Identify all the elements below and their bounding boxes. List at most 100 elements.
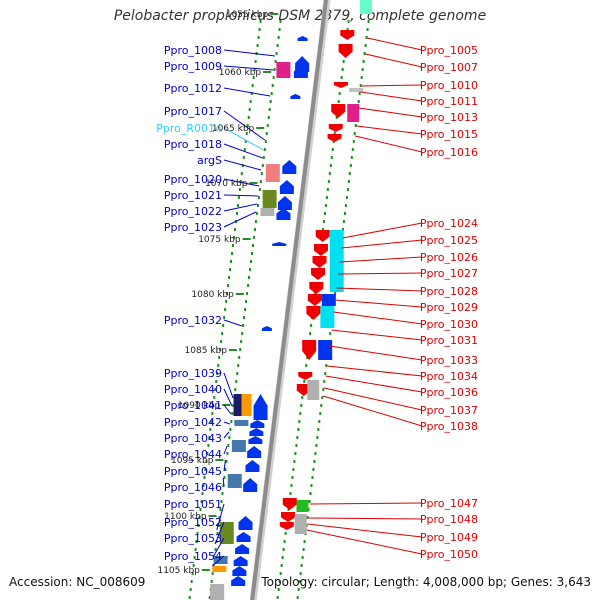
right-gene-label: Ppro_1049 (420, 531, 478, 544)
tick-dot (253, 68, 256, 71)
tick-dot (248, 108, 251, 111)
scale-label: 1060 kbp (219, 68, 262, 78)
tick-dot (237, 364, 240, 367)
label-leader (324, 387, 423, 411)
tick-dot (299, 572, 302, 575)
tick-dot (242, 324, 245, 327)
tick-dot (218, 516, 221, 519)
tick-dot (250, 260, 253, 263)
left-gene-label: Ppro_1045 (164, 465, 222, 478)
tick-dot (262, 156, 265, 159)
tick-dot (318, 420, 321, 423)
forward-gene-arrow (253, 394, 268, 420)
label-leader (216, 503, 225, 531)
right-gene-label: Ppro_1005 (420, 44, 478, 57)
tick-dot (205, 460, 208, 463)
tick-dot (243, 316, 246, 319)
tick-dot (245, 132, 248, 135)
tick-dot (232, 236, 235, 239)
tick-dot (267, 116, 270, 119)
right-gene-label: Ppro_1036 (420, 386, 478, 399)
left-gene-label: Ppro_1020 (164, 173, 222, 186)
feature-box (265, 164, 280, 182)
tick-dot (235, 380, 238, 383)
tick-dot (274, 60, 277, 63)
tick-dot (324, 372, 327, 375)
feature-box (318, 340, 333, 360)
tick-dot (264, 140, 267, 143)
tick-dot (200, 500, 203, 503)
label-leader (223, 127, 264, 151)
map-labels: 1055 kbp 1060 kbp 1065 kbp 1070 kbp 1075 kbp… (156, 10, 478, 576)
tick-dot (249, 268, 252, 271)
tick-dot (347, 20, 350, 23)
feature-box (276, 62, 291, 78)
scale-label: 1070 kbp (205, 179, 248, 189)
label-leader (355, 135, 423, 153)
label-leader (335, 299, 423, 308)
label-leader (223, 445, 228, 455)
tick-dot (320, 404, 323, 407)
label-leader (223, 404, 232, 415)
tick-dot (210, 420, 213, 423)
tick-dot (319, 412, 322, 415)
right-gene-label: Ppro_1033 (420, 354, 478, 367)
tick-dot (257, 196, 260, 199)
label-leader (223, 372, 234, 399)
left-gene-label: Ppro_1054 (164, 550, 222, 563)
tick-dot (309, 332, 312, 335)
forward-gene-arrow (249, 428, 264, 436)
tick-dot (334, 292, 337, 295)
tick-dot (266, 124, 269, 127)
label-leader (223, 49, 276, 57)
tick-dot (287, 508, 290, 511)
map-title: Pelobacter propionicus DSM 2379, complet… (113, 8, 487, 24)
tick-dot (341, 228, 344, 231)
tick-dot (290, 484, 293, 487)
tick-dot (220, 340, 223, 343)
label-leader (310, 502, 423, 505)
right-gene-label: Ppro_1016 (420, 146, 478, 159)
tick-dot (316, 436, 319, 439)
scale-label: 1085 kbp (185, 346, 228, 356)
tick-dot (306, 356, 309, 359)
tick-dot (295, 444, 298, 447)
tick-dot (310, 324, 313, 327)
tick-dot (330, 156, 333, 159)
reverse-gene-arrow (340, 30, 355, 40)
label-leader (223, 211, 257, 228)
tick-dot (224, 308, 227, 311)
tick-dot (313, 460, 316, 463)
tick-dot (194, 548, 197, 551)
genome-backbone (249, 0, 331, 600)
tick-dot (231, 252, 234, 255)
tick-dot (342, 60, 345, 63)
tick-dot (354, 124, 357, 127)
label-leader (223, 87, 271, 97)
tick-dot (314, 292, 317, 295)
tick-dot (240, 340, 243, 343)
right-gene-label: Ppro_1030 (420, 318, 478, 331)
tick-dot (244, 308, 247, 311)
tick-dot (232, 404, 235, 407)
tick-dot (294, 452, 297, 455)
scale-label: 1075 kbp (198, 235, 241, 245)
tick-dot (306, 516, 309, 519)
tick-dot (231, 244, 234, 247)
tick-dot (363, 52, 366, 55)
tick-dot (245, 300, 248, 303)
tick-dot (350, 156, 353, 159)
tick-dot (255, 212, 258, 215)
tick-dot (254, 60, 257, 63)
tick-dot (325, 196, 328, 199)
tick-dot (209, 428, 212, 431)
feature-box (349, 88, 364, 92)
tick-dot (348, 172, 351, 175)
tick-dot (240, 172, 243, 175)
tick-dot (275, 52, 278, 55)
left-gene-label: Ppro_1032 (164, 314, 222, 327)
tick-dot (249, 100, 252, 103)
right-gene-label: Ppro_1031 (420, 334, 478, 347)
feature-box (329, 230, 344, 292)
tick-dot (202, 484, 205, 487)
